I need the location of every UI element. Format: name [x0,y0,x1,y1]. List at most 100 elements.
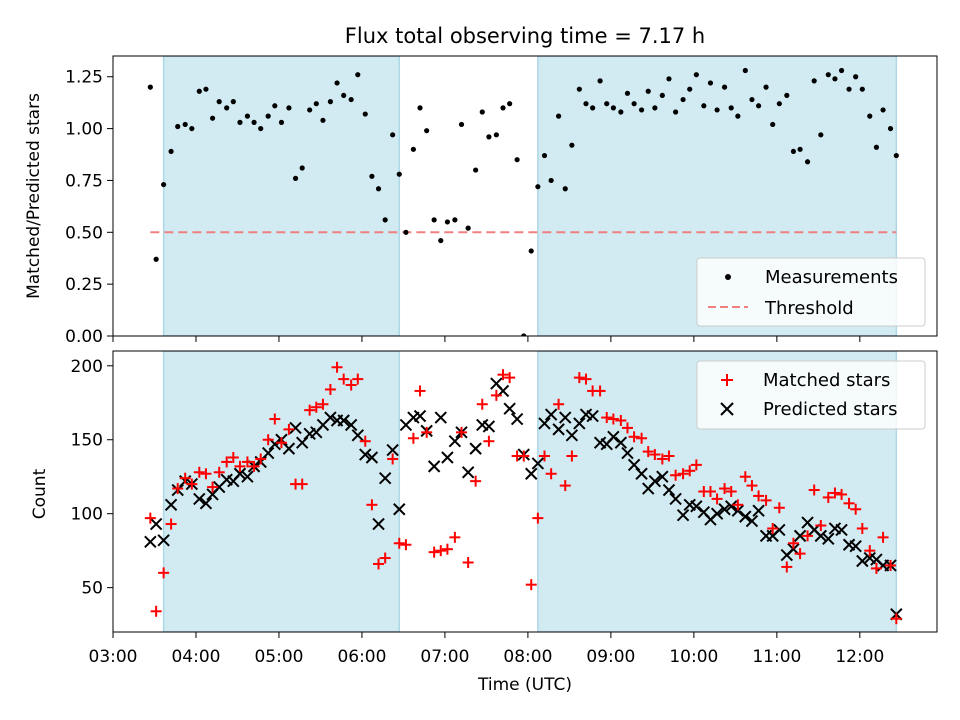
measurement-point [673,109,679,115]
measurement-point [680,96,686,103]
measurement-point [569,142,575,148]
measurement-point [292,175,299,181]
matched-star-point [456,426,468,438]
matched-star-point [359,435,371,447]
measurement-point [278,119,285,125]
measurement-point [486,134,492,140]
measurement-point [153,256,159,262]
matched-star-point [241,456,253,468]
predicted-star-point [324,411,337,424]
measurement-point [500,105,506,111]
measurement-point [313,101,319,107]
matched-star-point [373,558,385,570]
matched-star-point [885,559,897,571]
matched-star-point [449,531,461,543]
measurement-point [396,171,402,177]
bottom-x-ticks: 03:00 04:00 05:00 06:00 07:00 08:00 09:00 10:00… [89,632,884,667]
predicted-star-point [745,514,759,528]
matched-star-point [787,537,799,549]
matched-star-point [317,398,329,410]
top-shaded-interval-0 [162,56,401,336]
measurement-point [832,76,838,82]
measurement-point [880,107,886,113]
measurement-point [707,80,714,86]
matched-star-point [850,503,862,515]
x-tick-label: 10:00 [669,647,718,667]
matched-star-point [580,373,592,385]
measurement-point [701,103,707,109]
measurement-point [209,115,216,121]
measurement-point [327,99,334,105]
measurement-point [182,121,188,128]
predicted-star-point [614,436,628,449]
measurement-point [873,144,880,150]
x-tick-label: 03:00 [89,647,138,667]
predicted-star-point [510,412,524,426]
predicted-star-point [648,474,662,488]
predicted-star-point [793,529,807,543]
measurement-point [452,217,458,223]
matched-star-point [221,456,233,468]
matched-star-point [607,413,619,425]
measurement-point [755,103,762,109]
measurement-point [610,105,616,111]
matched-star-point [331,361,343,373]
predicted-star-point [427,460,441,473]
bottom-y-tick-label: 150 [71,431,103,451]
matched-star-point [822,491,834,503]
measurement-point [853,74,859,80]
matched-star-point [704,486,716,497]
x-axis-label: Time (UTC) [477,675,572,695]
measurement-point [410,146,416,152]
measurement-point [438,237,444,244]
x-tick-label: 11:00 [752,647,801,667]
measurement-point [742,67,748,74]
matched-star-point [794,548,806,560]
matched-star-point [539,450,551,462]
measurement-point [735,113,741,119]
predicted-star-point [690,500,703,513]
matched-star-point [836,488,848,500]
matched-star-point [421,426,433,438]
predicted-star-point [157,534,170,547]
predicted-star-point [193,492,206,506]
predicted-star-point [718,503,731,516]
matched-star-point [441,543,453,555]
matched-star-point [144,512,156,524]
matched-star-point [525,579,537,591]
measurement-point [230,99,236,105]
matched-star-point [165,518,177,530]
matched-star-point [497,369,509,381]
bottom-y-tick-label: 100 [71,505,103,525]
measurement-point [618,109,624,115]
predicted-star-point [773,523,786,537]
matched-star-point [649,449,661,461]
bottom-y-ticks: 50 100 150 200 [71,357,113,599]
predicted-star-point [359,448,372,461]
matched-star-point [773,502,785,514]
predicted-star-point [676,508,690,522]
predicted-star-point [669,492,682,506]
matched-star-point [435,545,447,557]
matched-star-point [310,401,322,413]
predicted-star-point [149,517,163,531]
top-y-tick-label: 0.75 [65,171,103,191]
predicted-star-point [261,446,275,460]
top-y-tick-label: 1.25 [65,68,103,88]
predicted-star-point [199,497,213,510]
measurement-point [355,72,361,78]
predicted-star-point [835,523,848,537]
measurement-point [887,125,894,132]
matched-star-point [532,512,544,524]
matched-star-point [877,531,889,543]
matched-star-point [553,398,565,410]
predicted-star-point [586,409,599,423]
bottom-legend: Matched stars Predicted stars [696,360,926,430]
measurement-point [258,125,264,132]
x-tick-label: 08:00 [503,647,552,667]
matched-star-point [490,389,502,401]
predicted-star-point [573,417,586,430]
measurement-point [776,101,782,107]
measurement-point [825,72,831,78]
measurement-point [473,167,479,173]
